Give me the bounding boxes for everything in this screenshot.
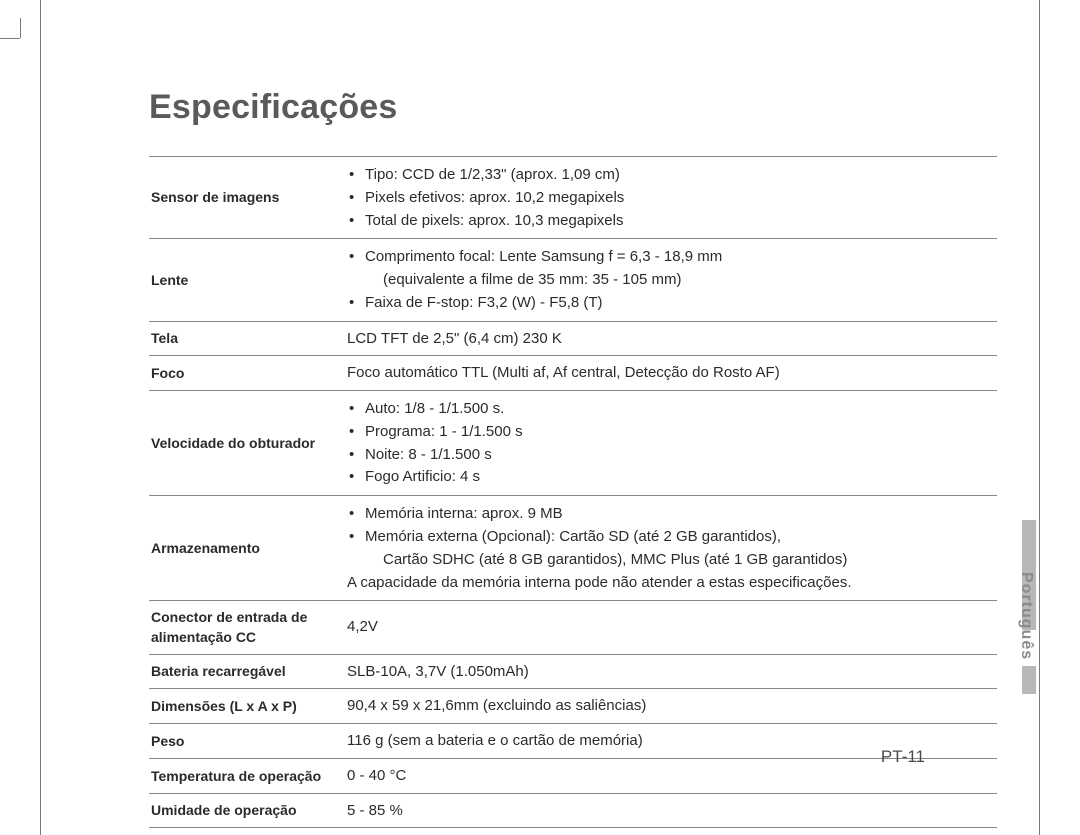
bullet-item: Memória externa (Opcional): Cartão SD (a…: [365, 526, 993, 548]
bullet-item: Pixels efetivos: aprox. 10,2 megapixels: [365, 187, 993, 209]
page-number: PT-11: [881, 747, 925, 767]
table-row: Conector de entrada de alimentação CC4,2…: [149, 601, 997, 655]
bullet-list: Tipo: CCD de 1/2,33" (aprox. 1,09 cm)Pix…: [347, 164, 993, 231]
table-row: Umidade de operação5 - 85 %: [149, 793, 997, 828]
bullet-item: Memória interna: aprox. 9 MB: [365, 503, 993, 525]
bullet-subline: Cartão SDHC (até 8 GB garantidos), MMC P…: [365, 549, 993, 571]
spec-note: A capacidade da memória interna pode não…: [347, 572, 993, 594]
spec-label: Umidade de operação: [149, 793, 345, 828]
table-row: Velocidade do obturadorAuto: 1/8 - 1/1.5…: [149, 391, 997, 496]
spec-table: Sensor de imagensTipo: CCD de 1/2,33" (a…: [149, 156, 997, 828]
bullet-item: Tipo: CCD de 1/2,33" (aprox. 1,09 cm): [365, 164, 993, 186]
crop-mark-h: [0, 38, 20, 39]
spec-label: Temperatura de operação: [149, 758, 345, 793]
bullet-list: Auto: 1/8 - 1/1.500 s.Programa: 1 - 1/1.…: [347, 398, 993, 488]
bullet-item: Faixa de F-stop: F3,2 (W) - F5,8 (T): [365, 292, 993, 314]
spec-label: Peso: [149, 724, 345, 759]
spec-value: SLB-10A, 3,7V (1.050mAh): [345, 654, 997, 689]
table-row: Dimensões (L x A x P)90,4 x 59 x 21,6mm …: [149, 689, 997, 724]
bullet-item: Fogo Artificio: 4 s: [365, 466, 993, 488]
bullet-item: Comprimento focal: Lente Samsung f = 6,3…: [365, 246, 993, 268]
spec-label: Lente: [149, 239, 345, 321]
page-frame: Especificações Sensor de imagensTipo: CC…: [40, 0, 1040, 835]
spec-value: 4,2V: [345, 601, 997, 655]
bullet-list: Comprimento focal: Lente Samsung f = 6,3…: [347, 246, 993, 313]
spec-label: Bateria recarregável: [149, 654, 345, 689]
bullet-item: Programa: 1 - 1/1.500 s: [365, 421, 993, 443]
spec-value: Tipo: CCD de 1/2,33" (aprox. 1,09 cm)Pix…: [345, 157, 997, 239]
spec-label: Sensor de imagens: [149, 157, 345, 239]
spec-value: Memória interna: aprox. 9 MBMemória exte…: [345, 496, 997, 601]
table-row: FocoFoco automático TTL (Multi af, Af ce…: [149, 356, 997, 391]
spec-label: Velocidade do obturador: [149, 391, 345, 496]
spec-value: Foco automático TTL (Multi af, Af centra…: [345, 356, 997, 391]
spec-value: 90,4 x 59 x 21,6mm (excluindo as saliênc…: [345, 689, 997, 724]
spec-label: Tela: [149, 321, 345, 356]
spec-value: Auto: 1/8 - 1/1.500 s.Programa: 1 - 1/1.…: [345, 391, 997, 496]
spec-label: Dimensões (L x A x P): [149, 689, 345, 724]
spec-value: 5 - 85 %: [345, 793, 997, 828]
bullet-item: Auto: 1/8 - 1/1.500 s.: [365, 398, 993, 420]
table-row: Temperatura de operação0 - 40 °C: [149, 758, 997, 793]
bullet-subline: (equivalente a filme de 35 mm: 35 - 105 …: [365, 269, 993, 291]
table-row: TelaLCD TFT de 2,5" (6,4 cm) 230 K: [149, 321, 997, 356]
bullet-list: Memória interna: aprox. 9 MBMemória exte…: [347, 503, 993, 570]
spec-label: Conector de entrada de alimentação CC: [149, 601, 345, 655]
page-title: Especificações: [149, 88, 398, 127]
table-row: Lente Comprimento focal: Lente Samsung f …: [149, 239, 997, 321]
table-row: Peso116 g (sem a bateria e o cartão de m…: [149, 724, 997, 759]
crop-mark-v: [20, 18, 21, 38]
table-row: Sensor de imagensTipo: CCD de 1/2,33" (a…: [149, 157, 997, 239]
spec-value: LCD TFT de 2,5" (6,4 cm) 230 K: [345, 321, 997, 356]
table-row: Bateria recarregávelSLB-10A, 3,7V (1.050…: [149, 654, 997, 689]
spec-value: Comprimento focal: Lente Samsung f = 6,3…: [345, 239, 997, 321]
spec-label: Armazenamento: [149, 496, 345, 601]
table-row: ArmazenamentoMemória interna: aprox. 9 M…: [149, 496, 997, 601]
spec-label: Foco: [149, 356, 345, 391]
bullet-item: Total de pixels: aprox. 10,3 megapixels: [365, 210, 993, 232]
side-language-label: Português: [1017, 572, 1035, 660]
bullet-item: Noite: 8 - 1/1.500 s: [365, 444, 993, 466]
side-tab-bar-bottom: [1022, 666, 1036, 694]
